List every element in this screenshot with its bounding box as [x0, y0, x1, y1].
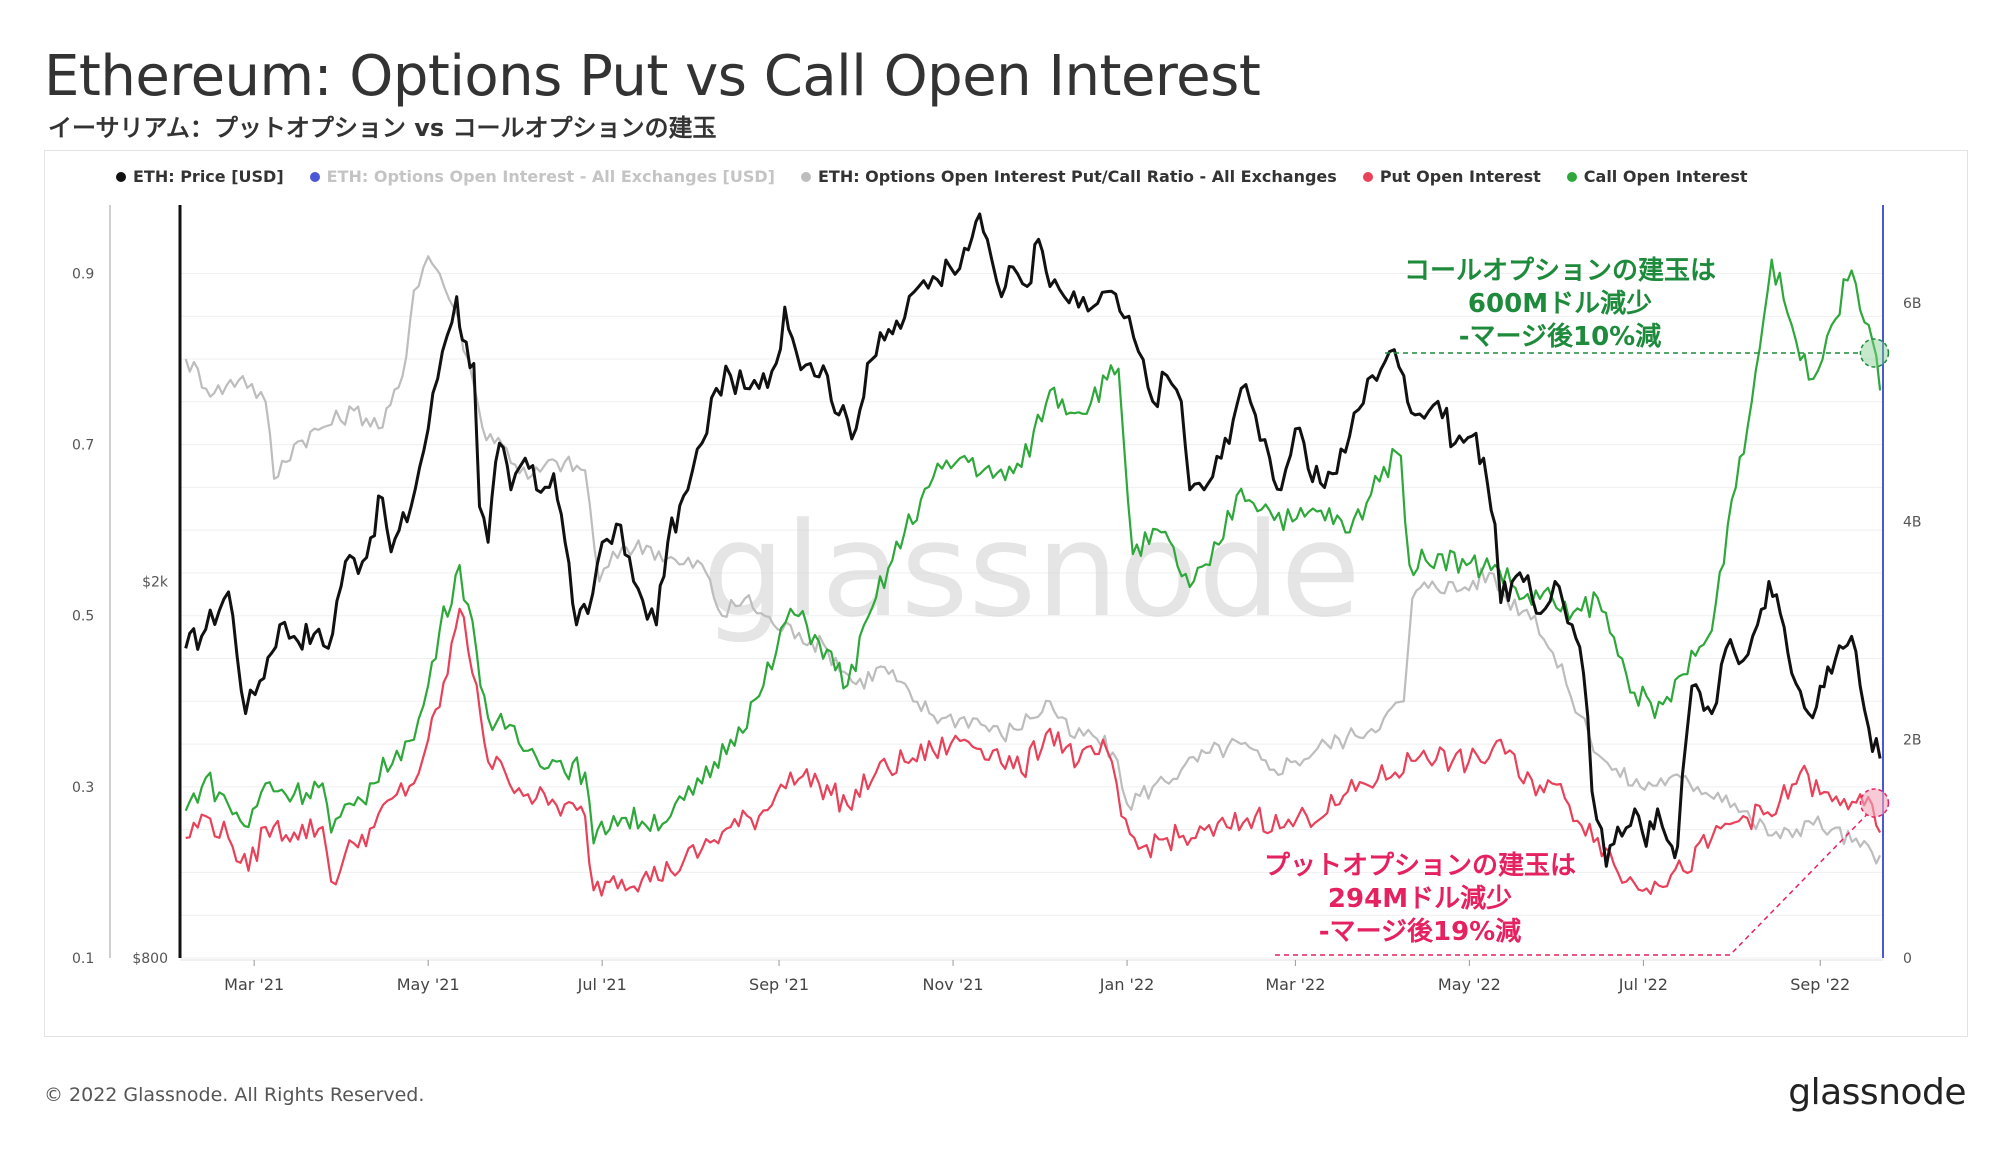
legend-label-put-oi: Put Open Interest [1379, 167, 1541, 186]
ratio-tick-label: 0.9 [72, 266, 94, 282]
axes: 0.9 0.7 0.5 0.3 0.1 $2k $800 6B 4B 2B 0 Mar '21 May … [72, 205, 1922, 994]
legend-dot-put-oi [1362, 171, 1373, 182]
legend-dot-call-oi [1566, 171, 1577, 182]
put-annotation-leader [1275, 814, 1867, 956]
ratio-tick-label: 0.3 [72, 780, 94, 796]
ratio-tick-label: 0.7 [72, 438, 94, 454]
annotations: コールオプションの建玉は600Mドル減少-マージ後10%減プットオプションの建玉… [1264, 256, 1890, 956]
legend-dot-open-interest [309, 171, 320, 182]
page-title: Ethereum: Options Put vs Call Open Inter… [44, 44, 1261, 109]
put-annotation-line-3: -マージ後19%減 [1319, 916, 1522, 947]
put-annotation-line-1: プットオプションの建玉は [1264, 851, 1576, 881]
legend-label-put-call-ratio: ETH: Options Open Interest Put/Call Rati… [817, 167, 1337, 186]
legend-dot-price [116, 171, 126, 182]
series-line-put-oi [185, 607, 1882, 897]
x-tick-label: May '22 [1438, 975, 1501, 994]
x-tick-label: Jul '22 [1618, 975, 1668, 994]
x-tick-label: Jul '21 [577, 975, 627, 994]
oi-tick-label: 2B [1903, 733, 1922, 749]
footer-copyright: © 2022 Glassnode. All Rights Reserved. [44, 1084, 425, 1106]
call-annotation-line-1: コールオプションの建玉は [1404, 256, 1716, 286]
put-annotation-line-2: 294Mドル減少 [1328, 884, 1512, 914]
legend-item-price[interactable]: ETH: Price [USD] [116, 167, 284, 186]
legend-dot-put-call-ratio [800, 171, 811, 182]
legend-item-put-call-ratio[interactable]: ETH: Options Open Interest Put/Call Rati… [800, 167, 1337, 186]
call-annotation-line-2: 600Mドル減少 [1468, 289, 1652, 319]
oi-tick-label: 0 [1903, 951, 1912, 967]
oi-tick-label: 6B [1903, 296, 1922, 312]
series-line-price [184, 212, 1882, 868]
legend-item-call-oi[interactable]: Call Open Interest [1566, 167, 1748, 186]
x-tick-label: Sep '22 [1790, 975, 1850, 994]
x-tick-label: May '21 [397, 975, 460, 994]
series-lines [184, 212, 1882, 897]
legend-label-price: ETH: Price [USD] [133, 167, 284, 186]
page-subtitle: イーサリアム：プットオプション vs コールオプションの建玉 [48, 114, 717, 142]
call-annotation-marker [1859, 338, 1890, 368]
brand-logo: glassnode [1788, 1072, 1966, 1113]
oi-tick-label: 4B [1903, 514, 1922, 530]
x-tick-label: Mar '22 [1265, 975, 1325, 994]
ratio-tick-label: 0.1 [72, 951, 94, 967]
ratio-tick-label: 0.5 [72, 609, 94, 625]
put-annotation-marker [1859, 788, 1890, 818]
watermark: glassnode [702, 494, 1360, 646]
legend-item-open-interest[interactable]: ETH: Options Open Interest - All Exchang… [309, 167, 775, 186]
x-tick-label: Mar '21 [224, 975, 284, 994]
chart-legend: ETH: Price [USD] ETH: Options Open Inter… [116, 167, 1747, 186]
grid-lines [180, 272, 1883, 959]
x-tick-label: Jan '22 [1099, 975, 1155, 994]
legend-label-call-oi: Call Open Interest [1583, 167, 1748, 186]
x-tick-label: Nov '21 [923, 975, 984, 994]
legend-item-put-oi[interactable]: Put Open Interest [1362, 167, 1541, 186]
x-tick-label: Sep '21 [749, 975, 809, 994]
call-annotation-line-3: -マージ後10%減 [1459, 321, 1662, 352]
legend-label-open-interest: ETH: Options Open Interest - All Exchang… [326, 167, 775, 186]
watermark-text: glassnode [702, 494, 1360, 646]
series-line-call-oi [184, 258, 1882, 845]
price-tick-label: $800 [132, 951, 168, 967]
price-tick-label: $2k [142, 575, 169, 591]
